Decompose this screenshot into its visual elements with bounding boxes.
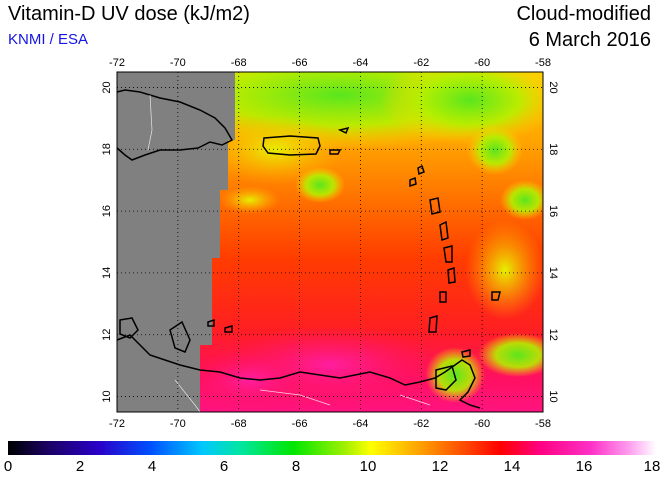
lat-tick-right: 10 xyxy=(547,390,559,402)
colorbar-label: 2 xyxy=(75,458,85,475)
map-frame xyxy=(116,71,544,413)
coastlines xyxy=(116,89,501,409)
map-title: Vitamin-D UV dose (kJ/m2) xyxy=(8,3,250,25)
no-data-area xyxy=(117,72,235,412)
date-label: 6 March 2016 xyxy=(528,29,651,51)
colorbar xyxy=(8,441,656,455)
lon-tick-bottom: -64 xyxy=(352,418,368,430)
lat-tick-left: 14 xyxy=(101,267,113,279)
lat-tick-left: 12 xyxy=(101,329,113,341)
lon-tick-bottom: -60 xyxy=(474,418,490,430)
hispaniola-outline xyxy=(116,89,234,161)
lat-tick-right: 12 xyxy=(547,329,559,341)
colorbar-label: 18 xyxy=(643,458,661,475)
south-america-coast xyxy=(116,334,481,409)
lon-tick-top: -58 xyxy=(535,57,551,69)
lat-tick-left: 18 xyxy=(101,143,113,155)
lon-tick-top: -64 xyxy=(352,57,368,69)
trinidad-outline xyxy=(435,365,457,391)
credit-label: KNMI / ESA xyxy=(8,31,89,48)
colorbar-label: 6 xyxy=(219,458,229,475)
colorbar-label: 16 xyxy=(575,458,593,475)
lat-tick-right: 16 xyxy=(547,205,559,217)
lon-tick-bottom: -72 xyxy=(109,418,125,430)
lon-tick-top: -66 xyxy=(292,57,308,69)
colorbar-label: 14 xyxy=(503,458,521,475)
lat-tick-right: 18 xyxy=(547,143,559,155)
mode-label: Cloud-modified xyxy=(516,3,651,25)
lon-tick-bottom: -66 xyxy=(292,418,308,430)
lat-tick-right: 20 xyxy=(547,81,559,93)
lat-tick-left: 16 xyxy=(101,205,113,217)
graticule xyxy=(117,72,543,412)
lon-tick-bottom: -62 xyxy=(413,418,429,430)
lon-tick-top: -68 xyxy=(231,57,247,69)
colorbar-label: 8 xyxy=(291,458,301,475)
colorbar-label: 0 xyxy=(3,458,13,475)
lon-tick-bottom: -70 xyxy=(170,418,186,430)
lat-tick-left: 10 xyxy=(101,390,113,402)
uv-field xyxy=(117,72,543,412)
lon-tick-top: -70 xyxy=(170,57,186,69)
lat-tick-right: 14 xyxy=(547,267,559,279)
colorbar-label: 10 xyxy=(359,458,377,475)
lon-tick-top: -60 xyxy=(474,57,490,69)
lon-tick-bottom: -68 xyxy=(231,418,247,430)
lon-tick-bottom: -58 xyxy=(535,418,551,430)
colorbar-label: 4 xyxy=(147,458,157,475)
lon-tick-top: -72 xyxy=(109,57,125,69)
colorbar-label: 12 xyxy=(431,458,449,475)
lat-tick-left: 20 xyxy=(101,81,113,93)
lon-tick-top: -62 xyxy=(413,57,429,69)
